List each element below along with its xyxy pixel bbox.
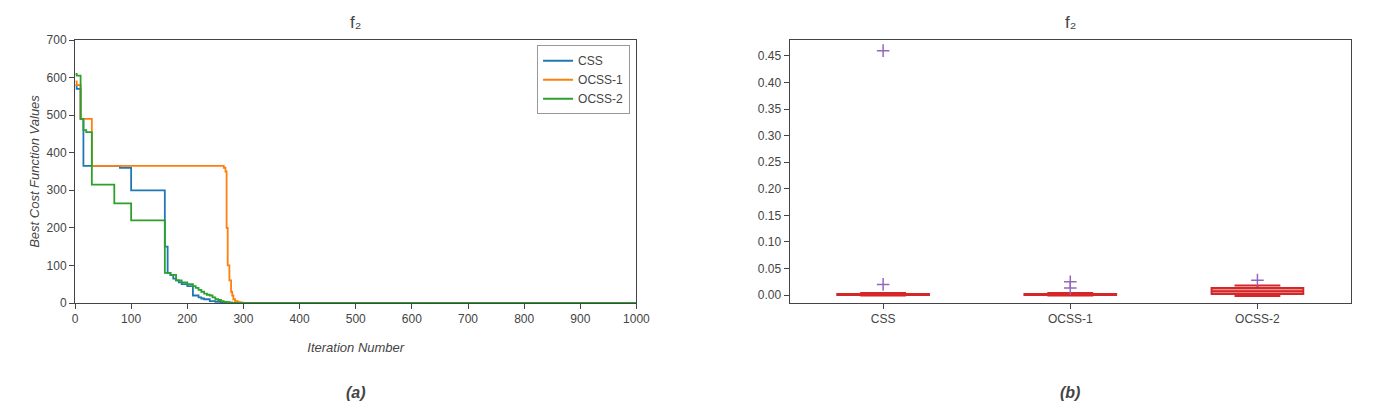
svg-text:700: 700 bbox=[47, 33, 67, 47]
svg-text:0.35: 0.35 bbox=[758, 102, 782, 116]
svg-text:OCSS-1: OCSS-1 bbox=[578, 73, 623, 87]
svg-text:Best Cost Function Values: Best Cost Function Values bbox=[27, 95, 42, 248]
svg-text:f₂: f₂ bbox=[350, 13, 361, 32]
svg-text:100: 100 bbox=[47, 259, 67, 273]
svg-text:300: 300 bbox=[233, 312, 253, 326]
svg-text:(a): (a) bbox=[346, 384, 366, 401]
svg-text:100: 100 bbox=[121, 312, 141, 326]
svg-text:900: 900 bbox=[570, 312, 590, 326]
svg-text:800: 800 bbox=[514, 312, 534, 326]
svg-text:0.30: 0.30 bbox=[758, 129, 782, 143]
svg-text:1000: 1000 bbox=[623, 312, 650, 326]
svg-text:CSS: CSS bbox=[871, 312, 896, 326]
svg-text:(b): (b) bbox=[1060, 384, 1080, 401]
svg-text:OCSS-2: OCSS-2 bbox=[1235, 312, 1280, 326]
svg-text:0: 0 bbox=[72, 312, 79, 326]
svg-text:0.40: 0.40 bbox=[758, 76, 782, 90]
svg-text:400: 400 bbox=[290, 312, 310, 326]
svg-text:0.10: 0.10 bbox=[758, 235, 782, 249]
svg-text:0.15: 0.15 bbox=[758, 209, 782, 223]
svg-text:400: 400 bbox=[47, 146, 67, 160]
svg-text:500: 500 bbox=[47, 108, 67, 122]
svg-text:200: 200 bbox=[177, 312, 197, 326]
svg-text:600: 600 bbox=[402, 312, 422, 326]
svg-text:OCSS-2: OCSS-2 bbox=[578, 92, 623, 106]
svg-text:f₂: f₂ bbox=[1065, 13, 1076, 32]
svg-text:0: 0 bbox=[60, 296, 67, 310]
svg-text:0.25: 0.25 bbox=[758, 155, 782, 169]
svg-text:0.05: 0.05 bbox=[758, 262, 782, 276]
svg-text:CSS: CSS bbox=[578, 54, 603, 68]
svg-text:500: 500 bbox=[346, 312, 366, 326]
svg-text:200: 200 bbox=[47, 221, 67, 235]
svg-text:0.45: 0.45 bbox=[758, 49, 782, 63]
svg-text:Iteration Number: Iteration Number bbox=[307, 340, 404, 355]
svg-text:0.20: 0.20 bbox=[758, 182, 782, 196]
svg-text:600: 600 bbox=[47, 71, 67, 85]
svg-text:0.00: 0.00 bbox=[758, 288, 782, 302]
svg-text:300: 300 bbox=[47, 183, 67, 197]
svg-text:700: 700 bbox=[458, 312, 478, 326]
svg-text:OCSS-1: OCSS-1 bbox=[1048, 312, 1093, 326]
